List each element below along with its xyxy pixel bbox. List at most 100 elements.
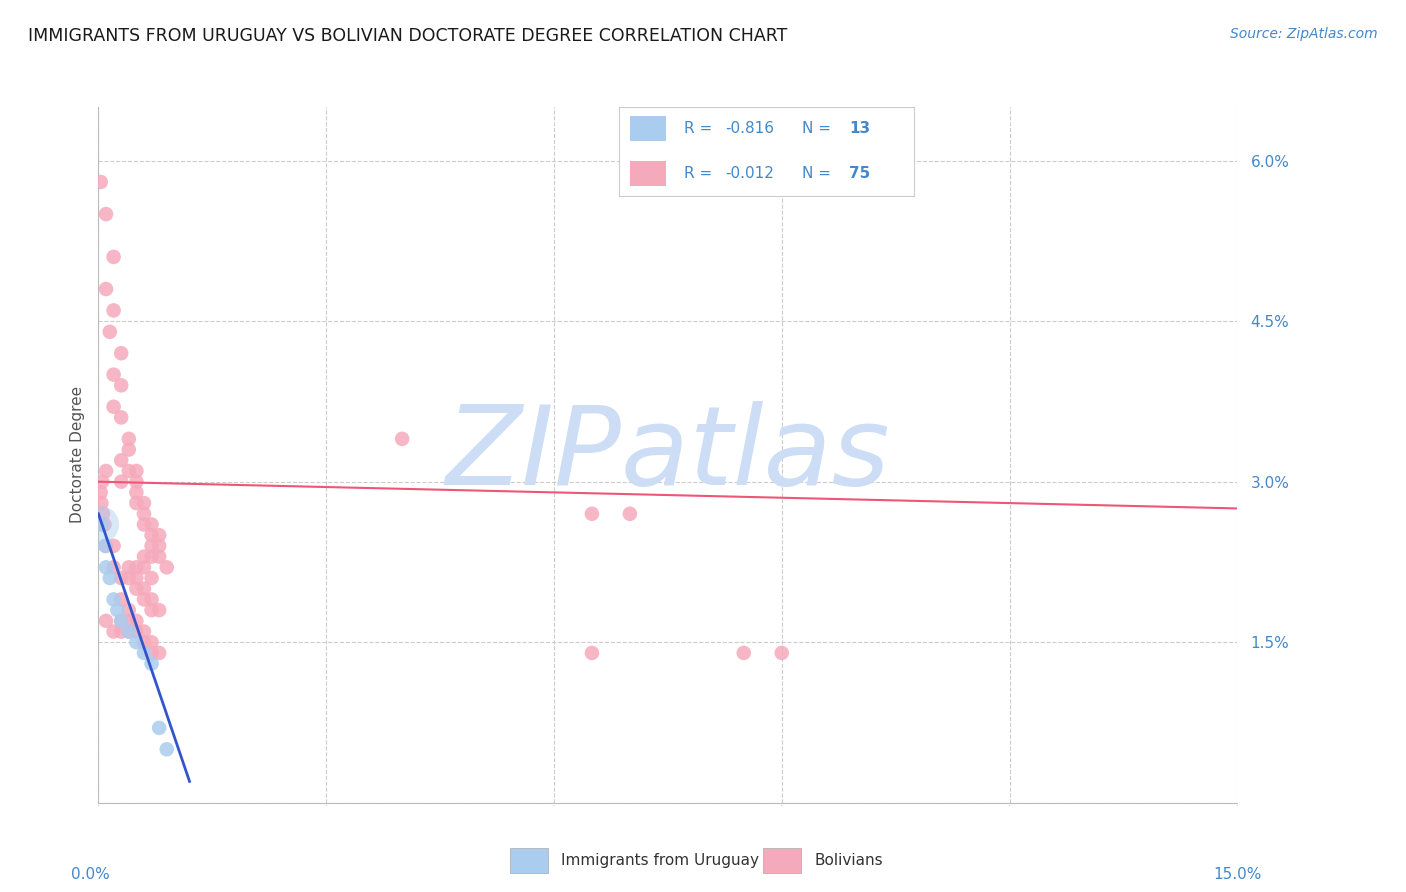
- Point: [141, 635, 163, 649]
- Text: ZIPatlas: ZIPatlas: [446, 401, 890, 508]
- Point: [118, 624, 141, 639]
- Point: [118, 464, 141, 478]
- Point: [156, 742, 179, 756]
- Point: [94, 539, 117, 553]
- Point: [141, 528, 163, 542]
- Point: [132, 507, 155, 521]
- Point: [141, 549, 163, 564]
- Point: [118, 624, 141, 639]
- Point: [125, 496, 148, 510]
- Point: [90, 496, 112, 510]
- Point: [98, 325, 121, 339]
- Point: [110, 453, 132, 467]
- FancyBboxPatch shape: [763, 848, 801, 873]
- Point: [94, 207, 117, 221]
- Point: [94, 560, 117, 574]
- Point: [148, 528, 170, 542]
- Point: [103, 592, 125, 607]
- Point: [110, 624, 132, 639]
- Point: [125, 475, 148, 489]
- Text: 75: 75: [849, 166, 870, 180]
- Point: [91, 475, 114, 489]
- Text: N =: N =: [801, 121, 835, 136]
- Point: [103, 303, 125, 318]
- Point: [141, 592, 163, 607]
- Point: [132, 496, 155, 510]
- Point: [98, 571, 121, 585]
- Point: [581, 646, 603, 660]
- Point: [125, 571, 148, 585]
- Point: [110, 410, 132, 425]
- Point: [110, 378, 132, 392]
- Point: [141, 646, 163, 660]
- Point: [132, 624, 155, 639]
- Point: [110, 614, 132, 628]
- Point: [733, 646, 755, 660]
- Text: 13: 13: [849, 121, 870, 136]
- Point: [93, 517, 115, 532]
- Point: [118, 571, 141, 585]
- Point: [132, 592, 155, 607]
- Point: [94, 282, 117, 296]
- Point: [125, 560, 148, 574]
- Point: [132, 517, 155, 532]
- Point: [90, 175, 112, 189]
- Text: -0.816: -0.816: [725, 121, 773, 136]
- FancyBboxPatch shape: [630, 161, 666, 186]
- Point: [118, 442, 141, 457]
- Point: [141, 571, 163, 585]
- Point: [125, 464, 148, 478]
- Point: [141, 539, 163, 553]
- FancyBboxPatch shape: [630, 116, 666, 141]
- Point: [125, 485, 148, 500]
- Text: Source: ZipAtlas.com: Source: ZipAtlas.com: [1230, 27, 1378, 41]
- Point: [156, 560, 179, 574]
- Text: -0.012: -0.012: [725, 166, 773, 180]
- Point: [94, 464, 117, 478]
- Text: Bolivians: Bolivians: [814, 854, 883, 868]
- Point: [125, 582, 148, 596]
- Point: [132, 582, 155, 596]
- Point: [103, 624, 125, 639]
- Point: [118, 432, 141, 446]
- Point: [118, 614, 141, 628]
- Point: [94, 614, 117, 628]
- Point: [103, 368, 125, 382]
- Point: [141, 657, 163, 671]
- Text: 15.0%: 15.0%: [1213, 867, 1261, 882]
- Point: [118, 603, 141, 617]
- Point: [148, 603, 170, 617]
- Point: [125, 614, 148, 628]
- Point: [110, 346, 132, 360]
- Point: [110, 614, 132, 628]
- Text: R =: R =: [683, 166, 717, 180]
- Text: IMMIGRANTS FROM URUGUAY VS BOLIVIAN DOCTORATE DEGREE CORRELATION CHART: IMMIGRANTS FROM URUGUAY VS BOLIVIAN DOCT…: [28, 27, 787, 45]
- Point: [148, 539, 170, 553]
- Point: [90, 517, 112, 532]
- FancyBboxPatch shape: [510, 848, 548, 873]
- Point: [103, 560, 125, 574]
- Point: [118, 560, 141, 574]
- Point: [90, 517, 112, 532]
- Point: [619, 507, 641, 521]
- Point: [110, 592, 132, 607]
- Point: [91, 507, 114, 521]
- Y-axis label: Doctorate Degree: Doctorate Degree: [69, 386, 84, 524]
- Point: [132, 560, 155, 574]
- Point: [141, 517, 163, 532]
- Text: R =: R =: [683, 121, 717, 136]
- Point: [103, 539, 125, 553]
- Point: [148, 646, 170, 660]
- Point: [125, 635, 148, 649]
- Point: [90, 485, 112, 500]
- Point: [107, 603, 129, 617]
- Point: [110, 475, 132, 489]
- Point: [125, 624, 148, 639]
- Point: [132, 635, 155, 649]
- Point: [103, 400, 125, 414]
- Point: [132, 549, 155, 564]
- Point: [141, 603, 163, 617]
- Text: N =: N =: [801, 166, 835, 180]
- Point: [148, 721, 170, 735]
- Point: [391, 432, 413, 446]
